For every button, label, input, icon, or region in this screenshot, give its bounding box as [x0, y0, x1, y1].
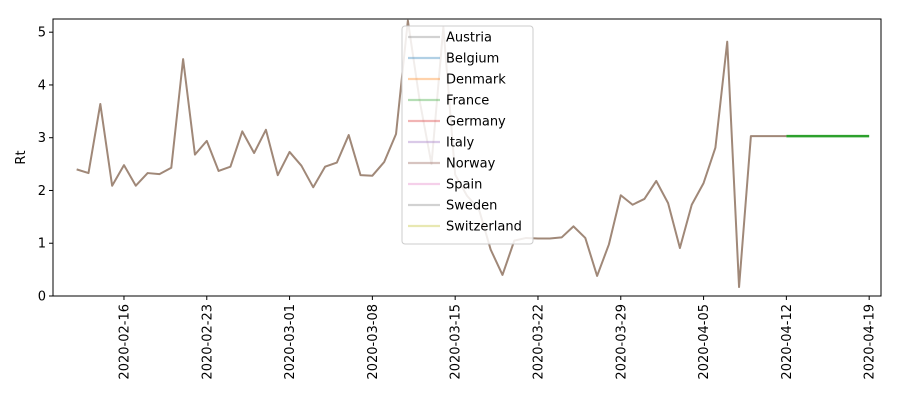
y-tick-label: 4	[38, 78, 46, 93]
legend-box	[401, 25, 534, 245]
x-tick-label: 2020-03-08	[366, 304, 381, 380]
y-tick-label: 2	[38, 184, 46, 199]
legend-entry: Denmark	[446, 73, 506, 88]
legend-entry: Austria	[446, 31, 492, 46]
x-axis: 2020-02-16 2020-02-23 2020-03-01 2020-03-08…	[117, 296, 878, 380]
legend-entry: France	[446, 94, 489, 109]
legend-entry: Italy	[446, 136, 475, 151]
x-tick-label: 2020-04-19	[863, 304, 878, 380]
y-axis: 0 1 2 3 4 5	[38, 26, 53, 305]
x-tick-label: 2020-04-12	[780, 304, 795, 380]
legend-entry: Spain	[446, 178, 482, 193]
legend-entry: Sweden	[446, 199, 497, 214]
y-tick-label: 3	[38, 131, 46, 146]
legend-entry: Belgium	[446, 52, 499, 67]
legend: Austria Belgium Denmark France Germany Italy N…	[401, 25, 534, 245]
x-tick-label: 2020-04-05	[697, 304, 712, 380]
legend-entry: Germany	[446, 115, 506, 130]
x-tick-label: 2020-03-01	[283, 304, 298, 380]
legend-entry: Switzerland	[446, 220, 522, 235]
y-axis-label: Rt	[14, 150, 29, 164]
x-tick-label: 2020-03-22	[531, 304, 546, 380]
legend-entry: Norway	[446, 157, 496, 172]
x-tick-label: 2020-03-15	[449, 304, 464, 380]
x-tick-label: 2020-03-29	[614, 304, 629, 380]
y-tick-label: 5	[38, 26, 46, 41]
y-tick-label: 0	[38, 290, 46, 305]
plot-frame	[52, 18, 882, 297]
y-tick-label: 1	[38, 237, 46, 252]
x-tick-label: 2020-02-23	[200, 304, 215, 380]
x-tick-label: 2020-02-16	[117, 304, 132, 380]
